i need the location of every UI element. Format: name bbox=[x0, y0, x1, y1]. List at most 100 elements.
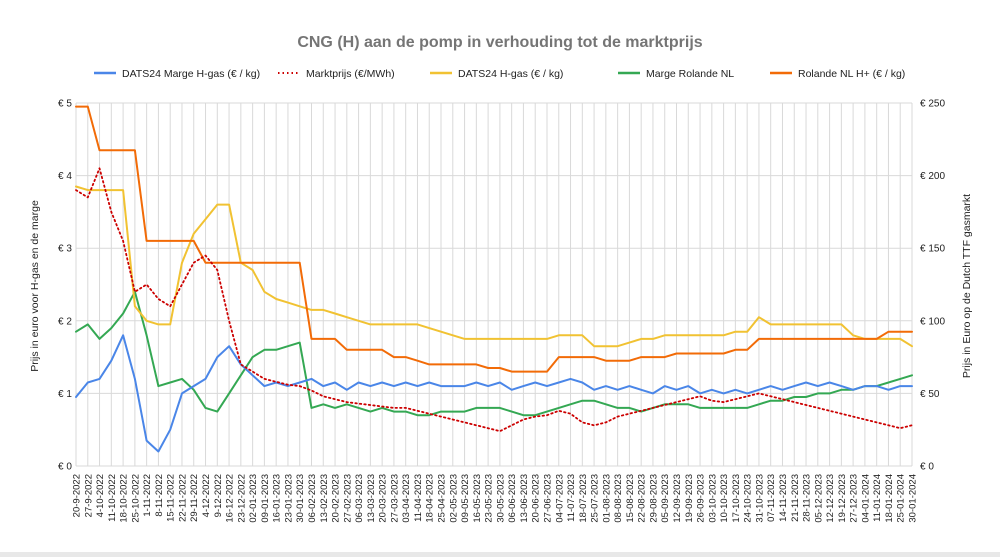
x-tick-label: 4-12-2022 bbox=[201, 474, 212, 517]
x-tick-label: 18-01-2024 bbox=[884, 474, 895, 523]
x-tick-label: 11-01-2024 bbox=[872, 474, 883, 522]
x-tick-label: 07-11-2023 bbox=[766, 474, 777, 522]
x-tick-label: 26-09-2023 bbox=[696, 474, 707, 523]
series-line-3 bbox=[75, 185, 913, 348]
y-right-tick-label: € 0 bbox=[920, 462, 934, 473]
x-tick-label: 24-10-2023 bbox=[743, 474, 754, 523]
legend-label: DATS24 H-gas (€ / kg) bbox=[458, 68, 563, 80]
y-right-tick-label: € 100 bbox=[920, 316, 945, 327]
x-tick-label: 05-12-2023 bbox=[813, 474, 824, 523]
series-line-1 bbox=[75, 334, 913, 453]
x-tick-label: 22-11-2022 bbox=[177, 474, 188, 522]
chart-title: CNG (H) aan de pomp in verhouding tot de… bbox=[297, 34, 702, 51]
x-tick-label: 06-02-2023 bbox=[307, 474, 318, 523]
x-gridlines bbox=[75, 103, 913, 466]
x-tick-label: 20-9-2022 bbox=[72, 474, 83, 517]
y-axis-right-title: Prijs in Euro op de Dutch TTF gasmarkt bbox=[961, 194, 973, 378]
series-line-4 bbox=[75, 290, 913, 417]
y-left-tick-label: € 1 bbox=[58, 389, 72, 400]
x-tick-label: 13-03-2023 bbox=[366, 474, 377, 523]
x-tick-label: 27-12-2023 bbox=[849, 474, 860, 523]
x-tick-label: 18-04-2023 bbox=[425, 474, 436, 523]
x-tick-label: 23-01-2023 bbox=[283, 474, 294, 523]
x-tick-label: 11-10-2022 bbox=[107, 474, 118, 522]
x-tick-label: 27-9-2022 bbox=[83, 474, 94, 517]
x-tick-label: 27-03-2023 bbox=[389, 474, 400, 523]
x-tick-label: 4-10-2022 bbox=[95, 474, 106, 517]
x-tick-label: 27-06-2023 bbox=[542, 474, 553, 523]
series-line-5 bbox=[75, 105, 913, 373]
legend-label: Marktprijs (€/MWh) bbox=[306, 68, 395, 80]
x-tick-label: 11-07-2023 bbox=[566, 474, 577, 522]
x-tick-label: 15-08-2023 bbox=[625, 474, 636, 523]
x-tick-label: 06-06-2023 bbox=[507, 474, 518, 523]
x-tick-label: 04-01-2024 bbox=[860, 474, 871, 523]
x-tick-label: 16-05-2023 bbox=[472, 474, 483, 523]
x-tick-label: 16-12-2022 bbox=[225, 474, 236, 523]
series-lines bbox=[75, 105, 913, 453]
x-tick-label: 13-02-2023 bbox=[319, 474, 330, 523]
x-tick-label: 29-11-2022 bbox=[189, 474, 200, 522]
legend-label: DATS24 Marge H-gas (€ / kg) bbox=[122, 68, 260, 80]
y-right-tick-label: € 250 bbox=[920, 99, 945, 110]
x-tick-label: 10-10-2023 bbox=[719, 474, 730, 523]
x-tick-label: 06-03-2023 bbox=[354, 474, 365, 523]
y-left-tick-label: € 5 bbox=[58, 99, 72, 110]
x-axis-ticks: 20-9-2022 27-9-2022 4-10-2022 11-10-2022 18-… bbox=[72, 474, 919, 523]
y-right-tick-label: € 200 bbox=[920, 171, 945, 182]
x-tick-label: 01-08-2023 bbox=[601, 474, 612, 523]
y-left-tick-label: € 2 bbox=[58, 316, 72, 327]
x-tick-label: 20-06-2023 bbox=[531, 474, 542, 523]
x-tick-label: 15-11-2022 bbox=[166, 474, 177, 522]
x-tick-label: 29-08-2023 bbox=[648, 474, 659, 523]
x-tick-label: 04-07-2023 bbox=[554, 474, 565, 523]
x-tick-label: 30-05-2023 bbox=[495, 474, 506, 523]
x-tick-label: 05-09-2023 bbox=[660, 474, 671, 523]
x-tick-label: 25-07-2023 bbox=[590, 474, 601, 523]
x-tick-label: 8-11-2022 bbox=[154, 474, 165, 517]
y-gridlines bbox=[76, 102, 912, 467]
x-tick-label: 23-05-2023 bbox=[484, 474, 495, 523]
x-tick-label: 20-02-2023 bbox=[331, 474, 342, 523]
x-tick-label: 12-12-2023 bbox=[825, 474, 836, 523]
x-tick-label: 22-08-2023 bbox=[637, 474, 648, 523]
x-tick-label: 02-05-2023 bbox=[448, 474, 459, 523]
x-tick-label: 09-01-2023 bbox=[260, 474, 271, 523]
x-tick-label: 19-09-2023 bbox=[684, 474, 695, 523]
x-tick-label: 9-12-2022 bbox=[213, 474, 224, 517]
x-tick-label: 18-10-2022 bbox=[119, 474, 130, 523]
x-tick-label: 23-12-2022 bbox=[236, 474, 247, 523]
x-tick-label: 25-01-2024 bbox=[896, 474, 907, 523]
x-tick-label: 31-10-2023 bbox=[754, 474, 765, 523]
x-tick-label: 11-04-2023 bbox=[413, 474, 424, 522]
x-tick-label: 03-10-2023 bbox=[707, 474, 718, 523]
y-left-tick-label: € 3 bbox=[58, 244, 72, 255]
x-tick-label: 25-04-2023 bbox=[437, 474, 448, 523]
y-left-tick-label: € 0 bbox=[58, 462, 72, 473]
x-tick-label: 03-04-2023 bbox=[401, 474, 412, 523]
x-tick-label: 30-01-2024 bbox=[908, 474, 919, 523]
x-tick-label: 09-05-2023 bbox=[460, 474, 471, 523]
legend-label: Marge Rolande NL bbox=[646, 68, 734, 80]
legend-label: Rolande NL H+ (€ / kg) bbox=[798, 68, 905, 80]
x-tick-label: 12-09-2023 bbox=[672, 474, 683, 523]
y-axis-right-ticks: € 0 € 50 € 100 € 150 € 200 € 250 bbox=[920, 99, 945, 473]
y-axis-left-ticks: € 0 € 1 € 2 € 3 € 4 € 5 bbox=[58, 99, 72, 473]
y-axis-left-title: Prijs in euro voor H-gas en de marge bbox=[29, 200, 41, 372]
x-tick-label: 02-01-2023 bbox=[248, 474, 259, 523]
x-tick-label: 19-12-2023 bbox=[837, 474, 848, 523]
chart-legend: DATS24 Marge H-gas (€ / kg) Marktprijs (€… bbox=[94, 68, 905, 80]
x-tick-label: 27-02-2023 bbox=[342, 474, 353, 523]
x-tick-label: 25-10-2022 bbox=[130, 474, 141, 523]
x-tick-label: 20-03-2023 bbox=[378, 474, 389, 523]
series-line-2 bbox=[75, 167, 913, 433]
x-tick-label: 21-11-2023 bbox=[790, 474, 801, 522]
x-tick-label: 16-01-2023 bbox=[272, 474, 283, 523]
y-right-tick-label: € 150 bbox=[920, 244, 945, 255]
x-tick-label: 18-07-2023 bbox=[578, 474, 589, 523]
x-tick-label: 1-11-2022 bbox=[142, 474, 153, 517]
x-tick-label: 30-01-2023 bbox=[295, 474, 306, 523]
x-tick-label: 14-11-2023 bbox=[778, 474, 789, 522]
